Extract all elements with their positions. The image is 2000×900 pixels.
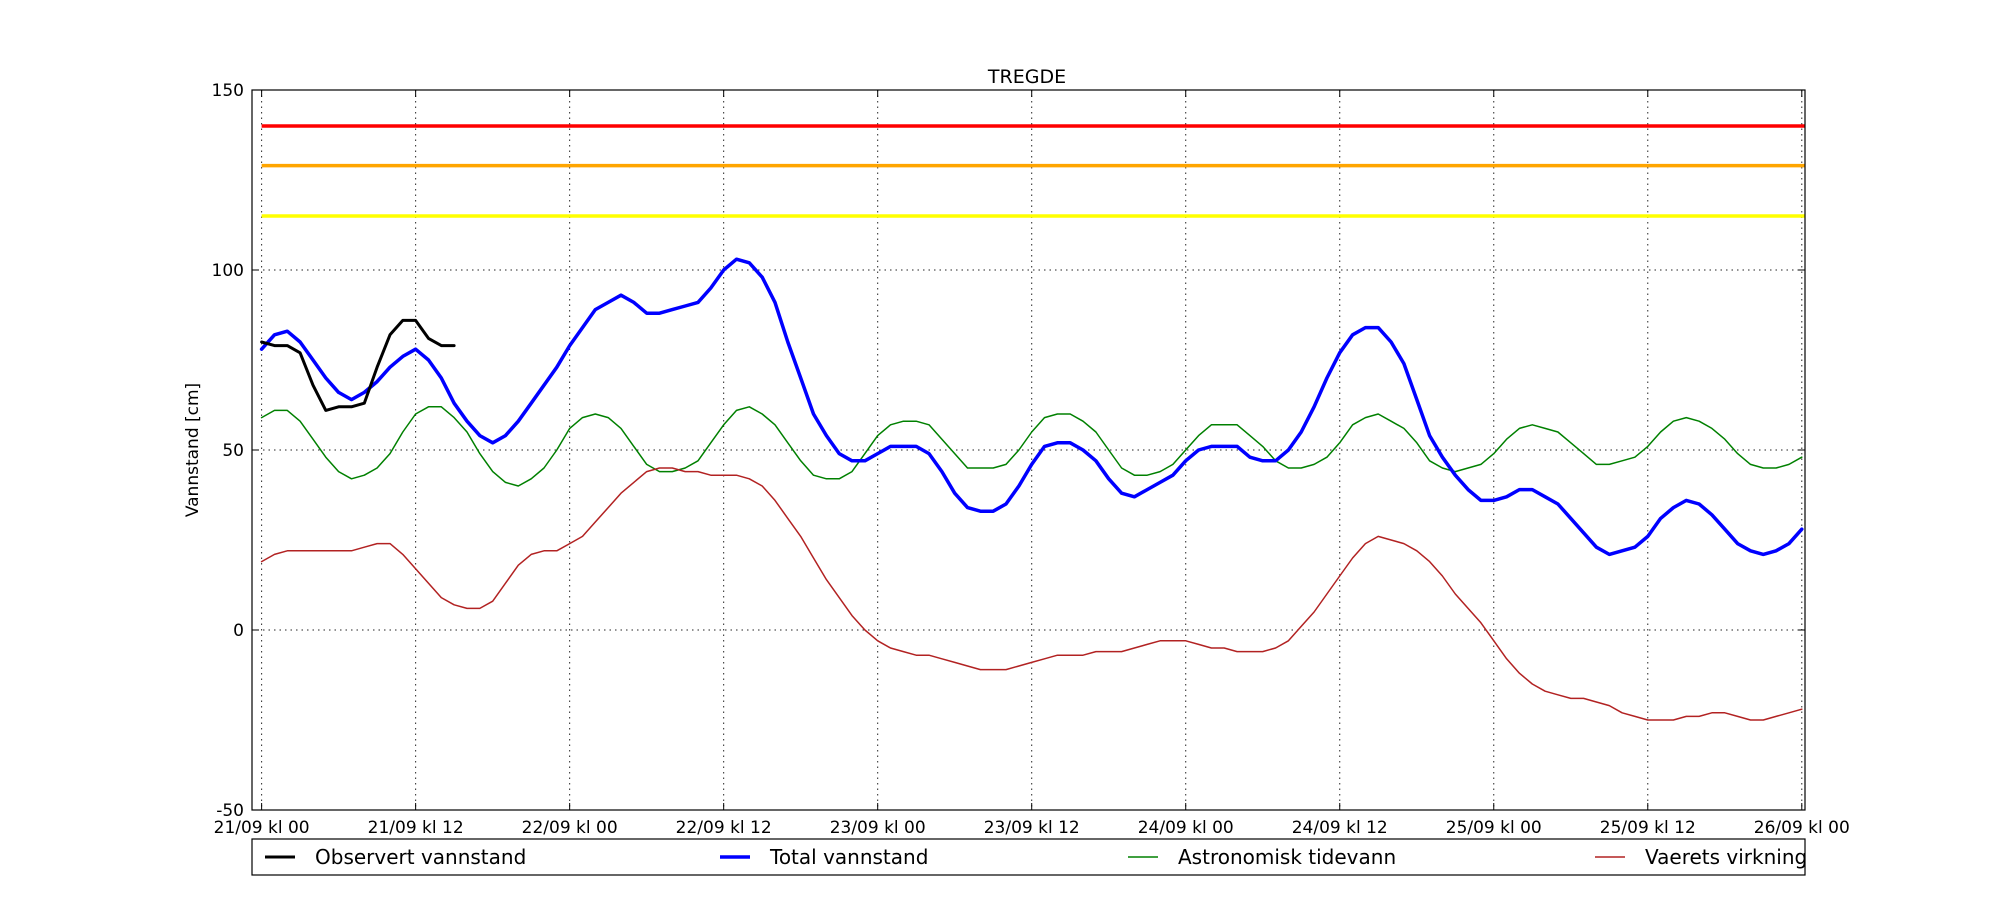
y-tick-label: 0	[233, 621, 244, 641]
series-line	[260, 318, 456, 412]
legend-label: Observert vannstand	[315, 845, 526, 869]
x-tick-label: 23/09 kl 12	[984, 818, 1080, 838]
legend-label: Total vannstand	[769, 845, 928, 869]
y-tick-label: -50	[216, 801, 244, 821]
x-tick-label: 21/09 kl 12	[368, 818, 464, 838]
series-line	[260, 406, 1803, 487]
x-tick-label: 25/09 kl 00	[1446, 818, 1542, 838]
y-axis-label: Vannstand [cm]	[183, 383, 203, 517]
series-lines	[259, 257, 1804, 721]
x-tick-label: 23/09 kl 00	[830, 818, 926, 838]
legend: Observert vannstand Total vannstand Astron…	[251, 838, 1807, 876]
x-tick-label: 26/09 kl 00	[1754, 818, 1850, 838]
x-tick-label: 24/09 kl 12	[1292, 818, 1388, 838]
series-line	[259, 257, 1804, 557]
x-ticks: 21/09 kl 00 21/09 kl 12 22/09 kl 00 22/09 k…	[214, 90, 1850, 838]
y-tick-label: 50	[222, 441, 244, 461]
legend-label: Vaerets virkning	[1645, 845, 1807, 869]
legend-label: Astronomisk tidevann	[1178, 845, 1396, 869]
x-tick-label: 22/09 kl 12	[676, 818, 772, 838]
x-tick-label: 22/09 kl 00	[522, 818, 618, 838]
y-tick-label: 150	[212, 81, 244, 101]
x-tick-label: 25/09 kl 12	[1600, 818, 1696, 838]
y-ticks: -50 0 50 100 150	[212, 81, 1805, 821]
x-tick-label: 21/09 kl 00	[214, 818, 310, 838]
y-tick-label: 100	[212, 261, 244, 281]
threshold-lines	[261, 124, 1805, 218]
series-line	[260, 467, 1803, 721]
x-tick-label: 24/09 kl 00	[1138, 818, 1234, 838]
legend-frame	[251, 838, 1806, 876]
grid-lines	[252, 90, 1805, 810]
chart-title: TREGDE	[987, 66, 1066, 88]
